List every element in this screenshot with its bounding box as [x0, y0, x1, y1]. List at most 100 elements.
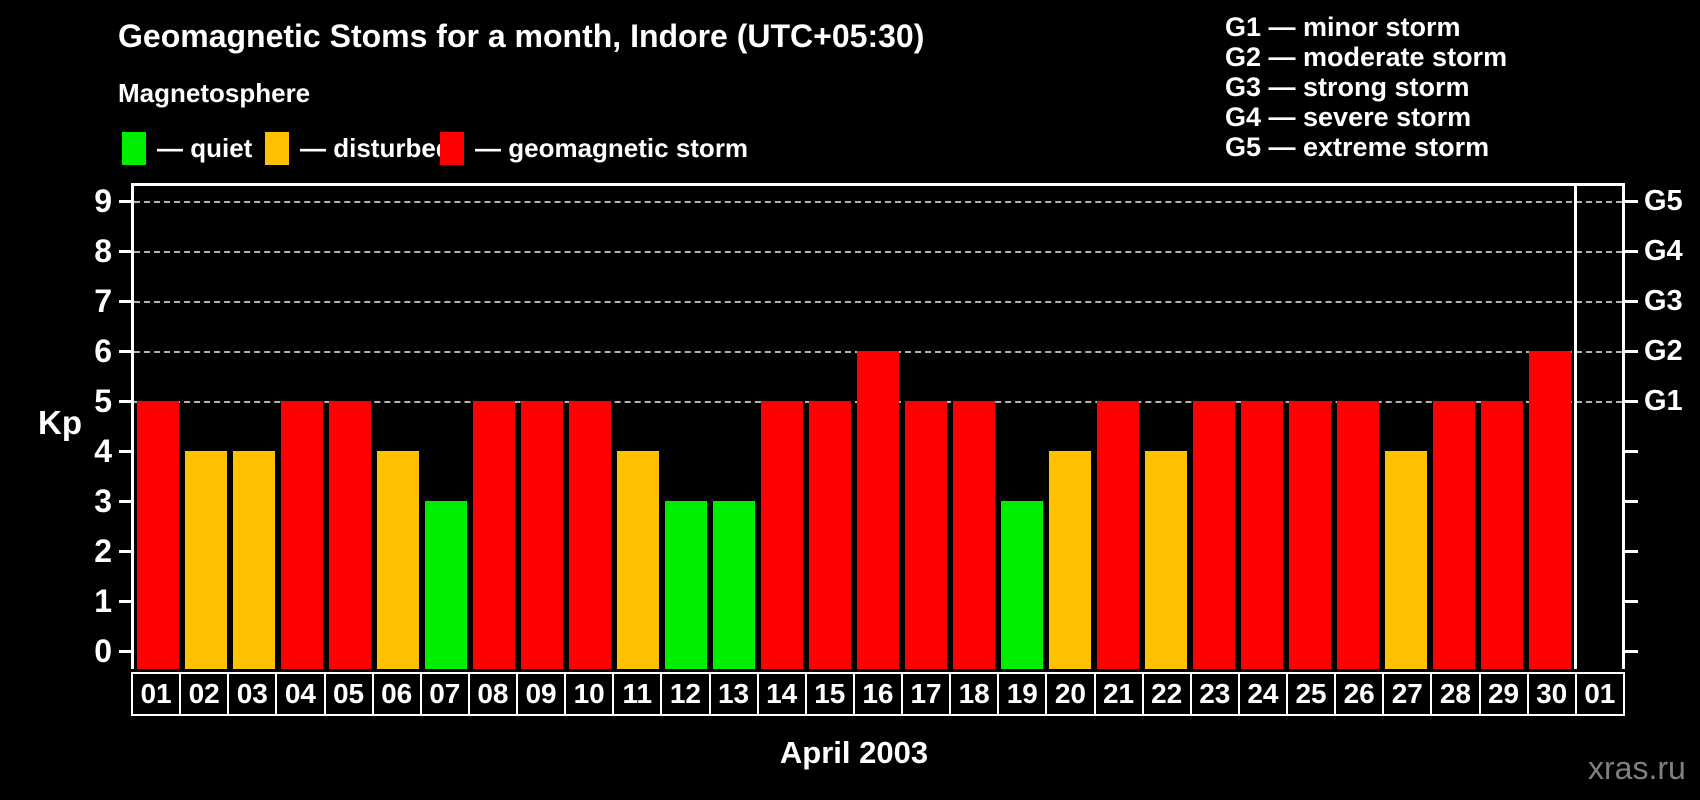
y-axis-label-7: 7	[94, 283, 112, 319]
y-axis-tick-left-8	[119, 250, 132, 253]
day-label-29: 29	[1478, 672, 1529, 716]
y-axis-tick-right-9	[1625, 200, 1638, 203]
day-label-22: 22	[1141, 672, 1192, 716]
x-axis-month-label: April 2003	[779, 735, 929, 770]
g-scale-legend-line-g2: G2 — moderate storm	[1225, 42, 1508, 72]
y-axis-label-0: 0	[94, 633, 112, 669]
bar-day-21	[1097, 401, 1139, 669]
bar-day-15	[809, 401, 851, 669]
bar-day-07	[425, 501, 467, 669]
day-label-14: 14	[756, 672, 807, 716]
y-axis-label-6: 6	[94, 333, 112, 369]
day-label-13: 13	[708, 672, 759, 716]
bar-day-24	[1241, 401, 1283, 669]
day-label-09: 09	[516, 672, 567, 716]
bar-day-08	[473, 401, 515, 669]
day-label-24: 24	[1237, 672, 1288, 716]
y-axis-tick-left-2	[119, 550, 132, 553]
day-label-08: 08	[467, 672, 518, 716]
legend-label-quiet: — quiet	[157, 133, 253, 163]
magnetosphere-legend-title: Magnetosphere	[118, 78, 311, 108]
day-label-10: 10	[564, 672, 615, 716]
bar-day-10	[569, 401, 611, 669]
day-label-06: 06	[371, 672, 422, 716]
day-label-next-01: 01	[1574, 672, 1625, 716]
page-title: Geomagnetic Stoms for a month, Indore (U…	[118, 18, 925, 54]
g-scale-legend-line-g1: G1 — minor storm	[1225, 12, 1461, 42]
y-axis-tick-left-6	[119, 350, 132, 353]
bar-day-02	[185, 451, 227, 669]
bar-day-20	[1049, 451, 1091, 669]
day-label-01: 01	[131, 672, 182, 716]
day-label-25: 25	[1286, 672, 1337, 716]
day-label-07: 07	[419, 672, 470, 716]
day-label-30: 30	[1526, 672, 1577, 716]
g-axis-label-g2: G2	[1644, 335, 1683, 367]
gridline-kp-9	[134, 201, 1622, 203]
day-label-02: 02	[179, 672, 230, 716]
y-axis-tick-right-6	[1625, 350, 1638, 353]
day-label-28: 28	[1430, 672, 1481, 716]
bar-day-26	[1337, 401, 1379, 669]
day-label-17: 17	[901, 672, 952, 716]
bar-day-03	[233, 451, 275, 669]
day-label-04: 04	[275, 672, 326, 716]
g-scale-legend-line-g4: G4 — severe storm	[1225, 102, 1472, 132]
y-axis-label-9: 9	[94, 183, 112, 219]
legend-label-storm: — geomagnetic storm	[475, 133, 749, 163]
y-axis-tick-left-5	[119, 400, 132, 403]
bar-day-09	[521, 401, 563, 669]
bar-day-25	[1289, 401, 1331, 669]
y-axis-label-1: 1	[94, 583, 112, 619]
bar-day-12	[665, 501, 707, 669]
bar-day-14	[761, 401, 803, 669]
bar-day-18	[953, 401, 995, 669]
bar-day-04	[281, 401, 323, 669]
g-axis-label-g4: G4	[1644, 235, 1683, 267]
g-scale-legend-line-g5: G5 — extreme storm	[1225, 132, 1490, 162]
y-axis-tick-left-7	[119, 300, 132, 303]
y-axis-tick-left-3	[119, 500, 132, 503]
bar-day-11	[617, 451, 659, 669]
bar-day-01	[137, 401, 179, 669]
y-axis-title: Kp	[38, 404, 82, 441]
x-axis-day-labels: 01 02 03 04 05 06 07 08 09 10 11 12 13 14 15 16 17 18 19 20…	[131, 672, 1625, 716]
g-axis-label-g3: G3	[1644, 285, 1683, 317]
bar-day-05	[329, 401, 371, 669]
y-axis-tick-right-3	[1625, 500, 1638, 503]
day-label-27: 27	[1382, 672, 1433, 716]
legend-item-disturbed: — disturbed	[265, 132, 452, 165]
g-scale-legend-line-g3: G3 — strong storm	[1225, 72, 1470, 102]
gridline-kp-7	[134, 301, 1622, 303]
day-label-11: 11	[612, 672, 663, 716]
bar-day-27	[1385, 451, 1427, 669]
bar-day-19	[1001, 501, 1043, 669]
bar-day-13	[713, 501, 755, 669]
quiet-color-swatch	[122, 132, 146, 165]
y-axis-label-3: 3	[94, 483, 112, 519]
y-axis-tick-right-2	[1625, 550, 1638, 553]
y-axis-tick-right-5	[1625, 400, 1638, 403]
day-label-19: 19	[997, 672, 1048, 716]
g-axis-label-g1: G1	[1644, 385, 1683, 417]
legend-item-quiet: — quiet	[122, 132, 252, 165]
day-label-12: 12	[660, 672, 711, 716]
day-label-23: 23	[1189, 672, 1240, 716]
disturbed-color-swatch	[265, 132, 289, 165]
watermark: xras.ru	[1588, 750, 1686, 786]
bar-day-17	[905, 401, 947, 669]
y-axis-label-8: 8	[94, 233, 112, 269]
plot-area	[131, 183, 1625, 669]
month-separator-line	[1574, 186, 1577, 669]
y-axis-tick-right-4	[1625, 450, 1638, 453]
y-axis-tick-left-9	[119, 200, 132, 203]
y-axis-tick-left-1	[119, 600, 132, 603]
y-axis-label-5: 5	[94, 383, 112, 419]
y-axis-tick-left-0	[119, 650, 132, 653]
y-axis-tick-right-0	[1625, 650, 1638, 653]
day-label-26: 26	[1334, 672, 1385, 716]
bar-day-16	[857, 351, 899, 669]
y-axis-label-4: 4	[94, 433, 112, 469]
y-axis-tick-left-4	[119, 450, 132, 453]
